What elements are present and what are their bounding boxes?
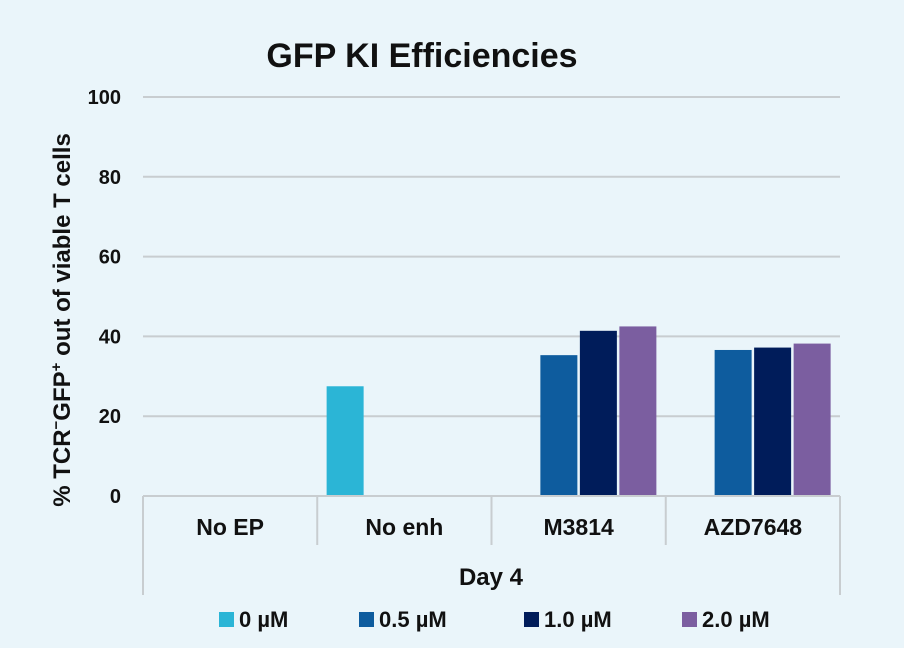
y-tick-label: 80 xyxy=(99,167,121,189)
svg-text:% TCR−GFP+ out of viable T cel: % TCR−GFP+ out of viable T cells xyxy=(48,133,76,507)
legend-label: 0 µM xyxy=(239,607,288,632)
bar xyxy=(714,349,752,496)
legend-swatch xyxy=(682,612,697,627)
y-tick-label: 0 xyxy=(110,486,121,508)
legend-swatch xyxy=(219,612,234,627)
bar xyxy=(579,330,617,496)
bar xyxy=(540,355,578,496)
bar xyxy=(793,343,831,496)
legend-label: 2.0 µM xyxy=(702,607,770,632)
legend-label: 1.0 µM xyxy=(544,607,612,632)
legend-label: 0.5 µM xyxy=(379,607,447,632)
y-axis-ticks: 0 20 40 60 80 100 xyxy=(88,87,121,508)
x-axis-label: Day 4 xyxy=(459,564,524,591)
x-category-label: AZD7648 xyxy=(704,514,803,540)
bar xyxy=(754,347,792,496)
x-axis-categories: No EP No enh M3814 AZD7648 xyxy=(196,514,802,540)
bars xyxy=(326,326,831,496)
x-axis xyxy=(142,495,841,595)
x-category-label: No EP xyxy=(196,514,264,540)
x-category-label: No enh xyxy=(365,514,443,540)
y-axis-label: % TCR−GFP+ out of viable T cells xyxy=(48,133,76,507)
legend-swatch xyxy=(524,612,539,627)
x-category-label: M3814 xyxy=(543,514,614,540)
y-tick-label: 20 xyxy=(99,406,121,428)
legend: 0 µM 0.5 µM 1.0 µM 2.0 µM xyxy=(219,607,770,632)
bar xyxy=(619,326,657,496)
bar xyxy=(326,386,364,496)
y-tick-label: 100 xyxy=(88,87,121,109)
legend-swatch xyxy=(359,612,374,627)
y-tick-label: 40 xyxy=(99,326,121,348)
chart-title: GFP KI Efficiencies xyxy=(266,37,577,75)
y-tick-label: 60 xyxy=(99,247,121,269)
